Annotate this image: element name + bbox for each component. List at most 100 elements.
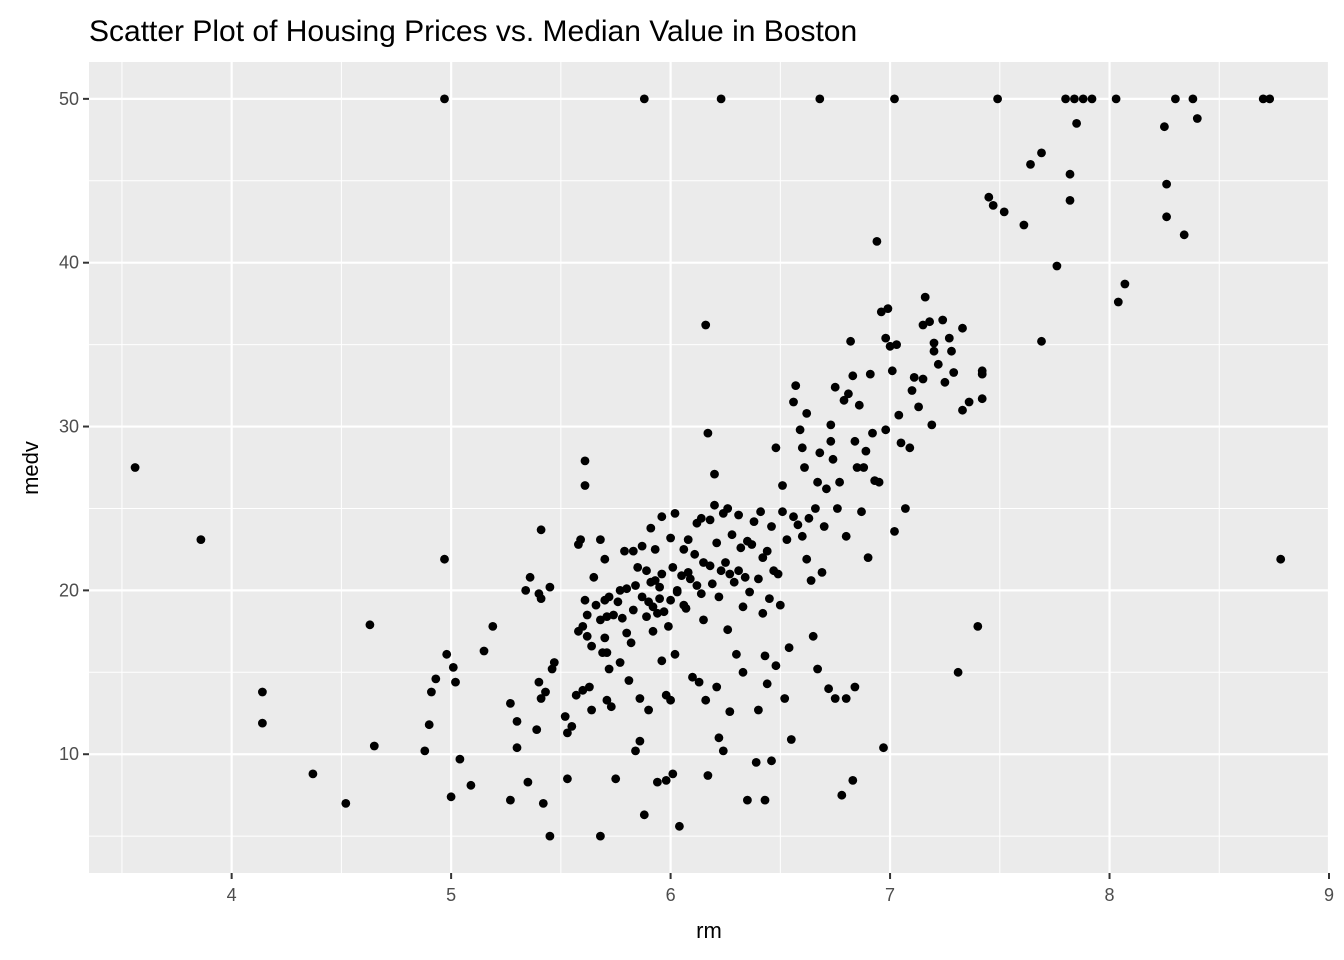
- data-point: [633, 563, 643, 572]
- data-point: [830, 382, 840, 392]
- data-point: [622, 628, 632, 638]
- data-point: [988, 201, 998, 210]
- data-point: [754, 705, 763, 715]
- y-axis-title: medv: [18, 441, 43, 495]
- data-point: [844, 389, 853, 399]
- data-point: [973, 622, 983, 631]
- data-point: [758, 553, 768, 562]
- data-point: [655, 582, 664, 592]
- data-point: [606, 702, 616, 712]
- data-point: [953, 667, 963, 677]
- data-point: [701, 320, 711, 330]
- data-point: [600, 554, 610, 564]
- data-point: [488, 622, 498, 631]
- data-point: [675, 821, 684, 831]
- data-point: [424, 720, 434, 730]
- data-point: [786, 735, 796, 744]
- data-point: [848, 371, 858, 381]
- data-point: [620, 546, 629, 556]
- data-point: [789, 512, 798, 522]
- data-point: [596, 615, 605, 625]
- data-point: [617, 613, 627, 623]
- data-point: [732, 649, 741, 659]
- data-point: [894, 410, 904, 420]
- data-point: [762, 679, 772, 689]
- data-point: [815, 448, 825, 458]
- data-point: [734, 510, 743, 520]
- data-point: [813, 477, 822, 487]
- minor-gridlines: [89, 62, 1329, 873]
- data-point: [808, 631, 818, 641]
- data-point: [914, 402, 923, 412]
- data-point: [683, 535, 693, 544]
- data-point: [804, 513, 814, 523]
- x-tick-label: 8: [1105, 885, 1115, 905]
- major-gridlines: [89, 62, 1331, 873]
- data-point: [819, 522, 829, 531]
- data-point: [521, 586, 531, 595]
- data-point: [920, 292, 930, 302]
- data-point: [800, 463, 809, 472]
- data-point: [949, 368, 959, 377]
- data-point: [977, 369, 987, 379]
- data-point: [536, 594, 546, 603]
- data-point: [440, 94, 449, 104]
- data-point: [909, 373, 919, 382]
- data-point: [130, 463, 140, 472]
- data-point: [596, 535, 605, 544]
- data-point: [999, 207, 1009, 217]
- data-point: [905, 443, 915, 453]
- data-point: [852, 463, 862, 472]
- data-point: [1111, 94, 1121, 104]
- data-point: [622, 584, 632, 594]
- data-point: [841, 694, 851, 703]
- data-point: [714, 592, 724, 602]
- y-tick-label: 10: [59, 744, 79, 764]
- data-point: [771, 443, 781, 453]
- data-point: [933, 359, 943, 369]
- data-point: [771, 661, 781, 671]
- data-point: [725, 707, 735, 716]
- data-point: [762, 546, 772, 556]
- data-point: [609, 610, 618, 620]
- data-point: [696, 513, 706, 523]
- data-point: [964, 397, 974, 407]
- data-point: [703, 771, 713, 780]
- data-point: [580, 595, 590, 605]
- data-point: [738, 602, 748, 612]
- data-point: [646, 523, 656, 533]
- data-point: [712, 538, 722, 548]
- data-point: [650, 576, 660, 585]
- data-point: [1065, 196, 1075, 205]
- data-point: [958, 405, 967, 415]
- data-point: [993, 94, 1002, 104]
- data-point: [1179, 230, 1189, 240]
- data-point: [718, 746, 728, 756]
- data-point: [1276, 554, 1286, 564]
- data-point: [716, 94, 726, 104]
- data-point: [639, 94, 649, 104]
- data-point: [1061, 94, 1070, 104]
- data-point: [602, 612, 612, 621]
- data-point: [563, 728, 572, 738]
- data-point: [881, 425, 891, 435]
- data-point: [626, 638, 636, 648]
- data-point: [723, 625, 733, 635]
- data-point: [958, 323, 967, 333]
- data-point: [863, 553, 873, 562]
- data-point: [613, 597, 623, 607]
- y-axis-ticks: 10 20 30 40 50: [59, 89, 89, 764]
- data-point: [670, 509, 680, 518]
- data-point: [479, 646, 489, 656]
- data-point: [890, 94, 899, 104]
- data-point: [1171, 94, 1180, 104]
- data-point: [589, 572, 599, 582]
- data-point: [1019, 220, 1029, 230]
- data-point: [1037, 148, 1046, 158]
- data-point: [703, 428, 713, 438]
- data-point: [716, 566, 726, 576]
- data-point: [857, 507, 866, 517]
- data-point: [780, 694, 790, 703]
- data-point: [587, 641, 596, 651]
- data-point: [778, 507, 787, 517]
